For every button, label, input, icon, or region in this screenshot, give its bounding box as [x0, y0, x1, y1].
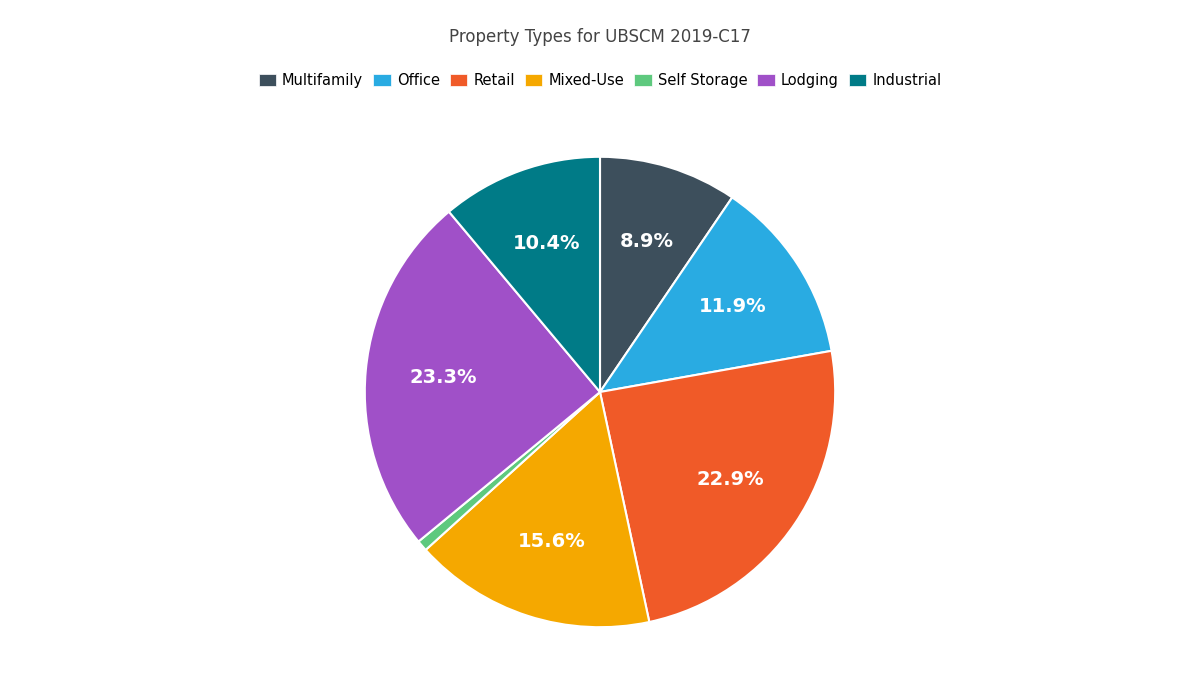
Legend: Multifamily, Office, Retail, Mixed-Use, Self Storage, Lodging, Industrial: Multifamily, Office, Retail, Mixed-Use, …	[253, 66, 947, 94]
Text: 15.6%: 15.6%	[517, 533, 586, 552]
Wedge shape	[365, 211, 600, 542]
Text: 10.4%: 10.4%	[512, 234, 580, 253]
Wedge shape	[600, 197, 832, 392]
Text: Property Types for UBSCM 2019-C17: Property Types for UBSCM 2019-C17	[449, 28, 751, 46]
Wedge shape	[449, 157, 600, 392]
Wedge shape	[419, 392, 600, 550]
Wedge shape	[600, 157, 732, 392]
Text: 23.3%: 23.3%	[409, 368, 476, 387]
Text: 11.9%: 11.9%	[698, 297, 766, 316]
Text: 8.9%: 8.9%	[619, 232, 673, 251]
Text: 22.9%: 22.9%	[697, 470, 764, 489]
Wedge shape	[426, 392, 649, 627]
Wedge shape	[600, 351, 835, 622]
